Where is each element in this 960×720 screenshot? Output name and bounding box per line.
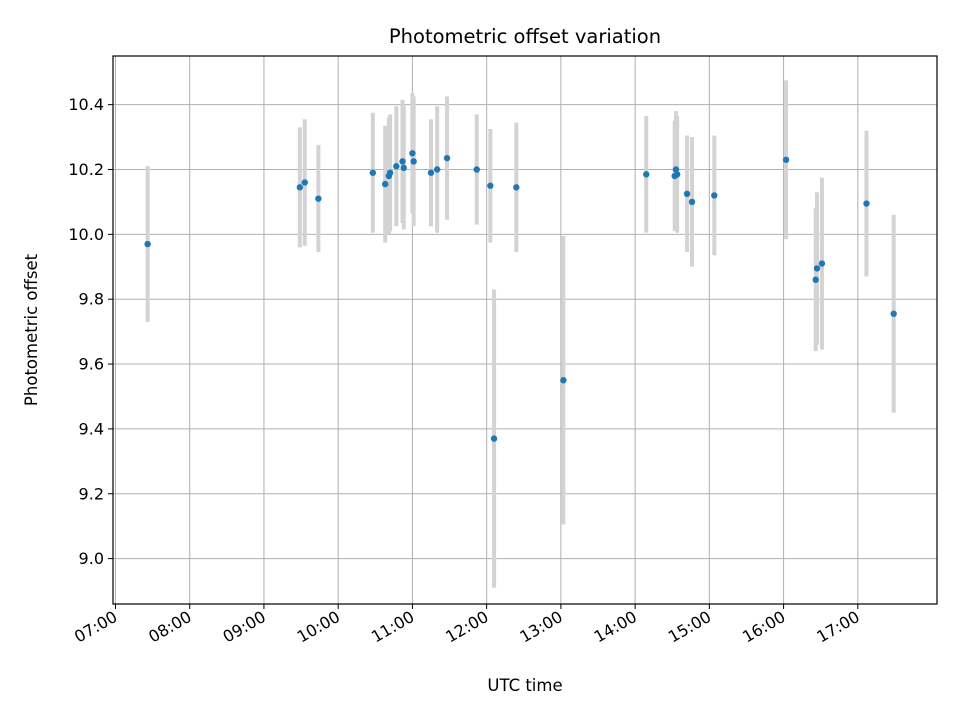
data-point	[490, 435, 498, 442]
data-point	[560, 377, 567, 384]
data-point	[683, 190, 691, 198]
data-point	[711, 192, 718, 199]
data-point	[433, 166, 441, 173]
y-tick-label: 9.2	[79, 484, 104, 503]
data-point	[410, 158, 417, 165]
x-tick-label: 09:00	[220, 607, 269, 647]
data-point	[400, 164, 407, 172]
y-tick-label: 9.6	[79, 355, 104, 374]
data-point	[890, 310, 897, 317]
y-tick-label: 10.2	[68, 160, 104, 179]
x-tick-label: 12:00	[442, 607, 491, 647]
error-bars	[145, 80, 896, 588]
data-point	[381, 180, 389, 188]
x-tick-label: 15:00	[665, 607, 714, 647]
data-point	[673, 171, 681, 178]
data-point	[144, 240, 151, 248]
data-point	[369, 169, 377, 176]
x-tick-label: 10:00	[294, 607, 343, 647]
data-point	[513, 184, 520, 191]
y-axis-label: Photometric offset	[22, 253, 41, 406]
grid-lines	[113, 56, 937, 604]
y-tick-label: 9.8	[79, 290, 104, 309]
x-tick-label: 08:00	[145, 607, 194, 647]
x-tick-label: 16:00	[739, 607, 788, 647]
x-tick-label: 13:00	[516, 607, 565, 647]
y-axis-ticks: 9.0 9.2 9.4 9.6 9.8 10.0 10.2 10.4	[68, 95, 113, 568]
data-point	[812, 276, 819, 283]
data-point	[782, 156, 790, 163]
data-point	[643, 171, 650, 178]
chart-title: Photometric offset variation	[389, 25, 661, 48]
data-point	[315, 195, 322, 202]
y-tick-label: 9.4	[79, 419, 104, 438]
x-tick-label: 11:00	[368, 607, 417, 647]
data-point	[393, 163, 400, 170]
x-tick-label: 07:00	[71, 607, 120, 647]
data-point	[443, 154, 451, 162]
data-point	[427, 169, 435, 176]
data-point	[399, 158, 406, 165]
x-axis-ticks: 07:00 08:00 09:00 10:00 11:00 12:00 13:00 14:00…	[71, 604, 863, 647]
y-tick-label: 10.4	[68, 95, 104, 114]
data-point	[409, 150, 416, 157]
x-tick-label: 17:00	[813, 607, 862, 647]
x-axis-label: UTC time	[487, 676, 562, 695]
data-point	[688, 198, 696, 206]
data-point	[813, 265, 821, 272]
data-points	[144, 150, 897, 442]
x-tick-label: 14:00	[591, 607, 640, 647]
data-point	[386, 169, 394, 176]
data-point	[672, 166, 680, 173]
data-point	[296, 184, 304, 191]
data-point	[863, 200, 870, 207]
plot-frame	[112, 55, 938, 605]
y-tick-label: 9.0	[79, 549, 104, 568]
data-point	[818, 260, 826, 267]
y-tick-label: 10.0	[68, 225, 104, 244]
data-point	[487, 182, 494, 189]
data-point	[301, 179, 308, 186]
data-point	[473, 166, 480, 173]
